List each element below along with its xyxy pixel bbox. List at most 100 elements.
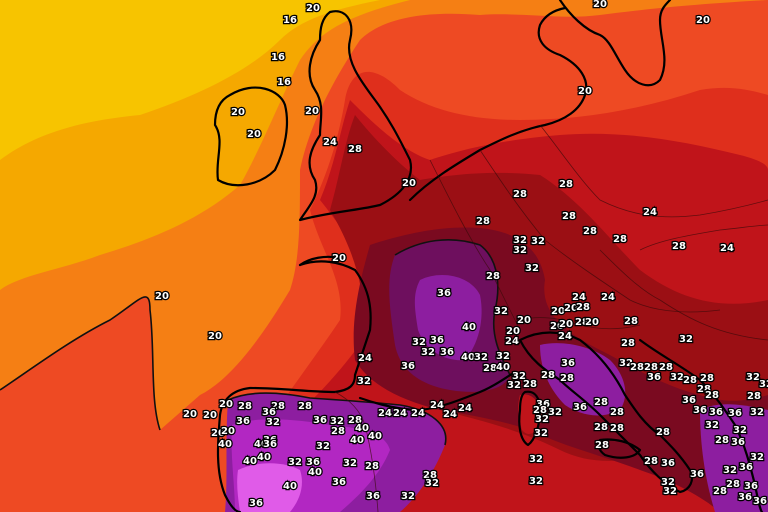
temperature-label: 20 bbox=[211, 428, 225, 439]
temperature-label: 28 bbox=[683, 375, 697, 386]
temperature-label: 40 bbox=[257, 452, 271, 463]
temperature-label: 36 bbox=[263, 439, 277, 450]
temperature-label: 36 bbox=[437, 288, 451, 299]
temperature-label: 36 bbox=[366, 491, 380, 502]
temperature-label: 32 bbox=[705, 420, 719, 431]
temperature-label: 36 bbox=[263, 435, 277, 446]
temperature-label: 32 bbox=[750, 407, 764, 418]
isotherm-a bbox=[0, 296, 161, 431]
temperature-label: 32 bbox=[474, 352, 488, 363]
temperature-label: 36 bbox=[647, 372, 661, 383]
temperature-label: 32 bbox=[723, 465, 737, 476]
temperature-label: 32 bbox=[619, 358, 633, 369]
temperature-label: 24 bbox=[430, 400, 444, 411]
isotherm-c bbox=[227, 392, 447, 446]
temperature-label: 32 bbox=[548, 407, 562, 418]
temperature-label: 36 bbox=[332, 477, 346, 488]
temperature-label: 28 bbox=[423, 470, 437, 481]
temperature-label: 20 bbox=[208, 331, 222, 342]
temperature-label: 36 bbox=[306, 457, 320, 468]
temperature-label: 20 bbox=[402, 178, 416, 189]
temperature-label: 32 bbox=[496, 351, 510, 362]
temperature-label: 28 bbox=[613, 234, 627, 245]
temperature-label: 40 bbox=[350, 435, 364, 446]
temperature-label: 36 bbox=[430, 335, 444, 346]
temperature-label: 24 bbox=[443, 409, 457, 420]
temperature-label: 20 bbox=[247, 129, 261, 140]
temperature-label: 20 bbox=[203, 410, 217, 421]
temperature-label: 36 bbox=[753, 496, 767, 507]
temperature-label: 36 bbox=[682, 395, 696, 406]
temperature-label: 28 bbox=[624, 316, 638, 327]
temperature-label: 28 bbox=[559, 179, 573, 190]
temperature-label: 32 bbox=[529, 476, 543, 487]
temperature-label: 20 bbox=[221, 426, 235, 437]
temperature-label: 28 bbox=[533, 405, 547, 416]
temperature-label: 36 bbox=[728, 408, 742, 419]
temperature-label: 32 bbox=[750, 452, 764, 463]
temperature-label: 28 bbox=[747, 391, 761, 402]
temperature-label: 32 bbox=[759, 379, 768, 390]
temperature-label: 28 bbox=[238, 401, 252, 412]
field-42-iberia bbox=[237, 463, 302, 512]
temperature-label: 28 bbox=[560, 373, 574, 384]
temperature-label: 28 bbox=[298, 401, 312, 412]
temperature-label: 16 bbox=[283, 15, 297, 26]
temperature-label: 36 bbox=[440, 347, 454, 358]
temperature-label: 28 bbox=[595, 440, 609, 451]
field-36-balkans bbox=[700, 404, 768, 512]
temperature-label: 36 bbox=[738, 492, 752, 503]
temperature-label: 24 bbox=[458, 403, 472, 414]
temperature-label: 32 bbox=[513, 235, 527, 246]
temperature-label: 36 bbox=[561, 358, 575, 369]
temperature-label: 24 bbox=[393, 408, 407, 419]
temperature-label: 28 bbox=[486, 271, 500, 282]
temperature-label: 20 bbox=[564, 303, 578, 314]
temperature-label: 36 bbox=[739, 462, 753, 473]
temperature-label: 36 bbox=[536, 399, 550, 410]
temperature-label: 28 bbox=[672, 241, 686, 252]
temperature-label: 32 bbox=[663, 486, 677, 497]
coastlines bbox=[213, 0, 764, 512]
temperature-label: 32 bbox=[733, 425, 747, 436]
temperature-label: 40 bbox=[462, 322, 476, 333]
temperature-label: 40 bbox=[355, 423, 369, 434]
temperature-label: 40 bbox=[243, 456, 257, 467]
temperature-label: 32 bbox=[343, 458, 357, 469]
temperature-label: 36 bbox=[709, 407, 723, 418]
temperature-label: 36 bbox=[313, 415, 327, 426]
temperature-label: 36 bbox=[236, 416, 250, 427]
temperature-label: 36 bbox=[661, 458, 675, 469]
temperature-label: 32 bbox=[679, 334, 693, 345]
temperature-label: 36 bbox=[690, 469, 704, 480]
temperature-label: 32 bbox=[513, 245, 527, 256]
temperature-label: 20 bbox=[155, 291, 169, 302]
temperature-label: 28 bbox=[513, 189, 527, 200]
temperature-label: 28 bbox=[365, 461, 379, 472]
temperature-label: 32 bbox=[525, 263, 539, 274]
temperature-label: 24 bbox=[378, 408, 392, 419]
temperature-label: 20 bbox=[219, 399, 233, 410]
temperature-label: 32 bbox=[529, 454, 543, 465]
temperature-label: 36 bbox=[573, 402, 587, 413]
temperature-label: 20 bbox=[585, 317, 599, 328]
country-borders bbox=[334, 124, 768, 512]
temperature-label: 40 bbox=[496, 362, 510, 373]
temperature-label: 20 bbox=[696, 15, 710, 26]
temperature-label: 32 bbox=[357, 376, 371, 387]
temperature-label: 32 bbox=[421, 347, 435, 358]
temperature-label: 28 bbox=[476, 216, 490, 227]
temperature-label: 20 bbox=[306, 3, 320, 14]
temperature-label: 20 bbox=[506, 326, 520, 337]
temperature-label: 28 bbox=[583, 226, 597, 237]
temperature-label: 36 bbox=[262, 407, 276, 418]
temperature-label: 24 bbox=[643, 207, 657, 218]
temperature-label: 28 bbox=[715, 435, 729, 446]
temperature-label: 20 bbox=[593, 0, 607, 10]
temperature-label: 20 bbox=[559, 319, 573, 330]
temperature-label: 28 bbox=[705, 390, 719, 401]
temperature-label: 20 bbox=[551, 306, 565, 317]
temperature-label: 24 bbox=[358, 353, 372, 364]
